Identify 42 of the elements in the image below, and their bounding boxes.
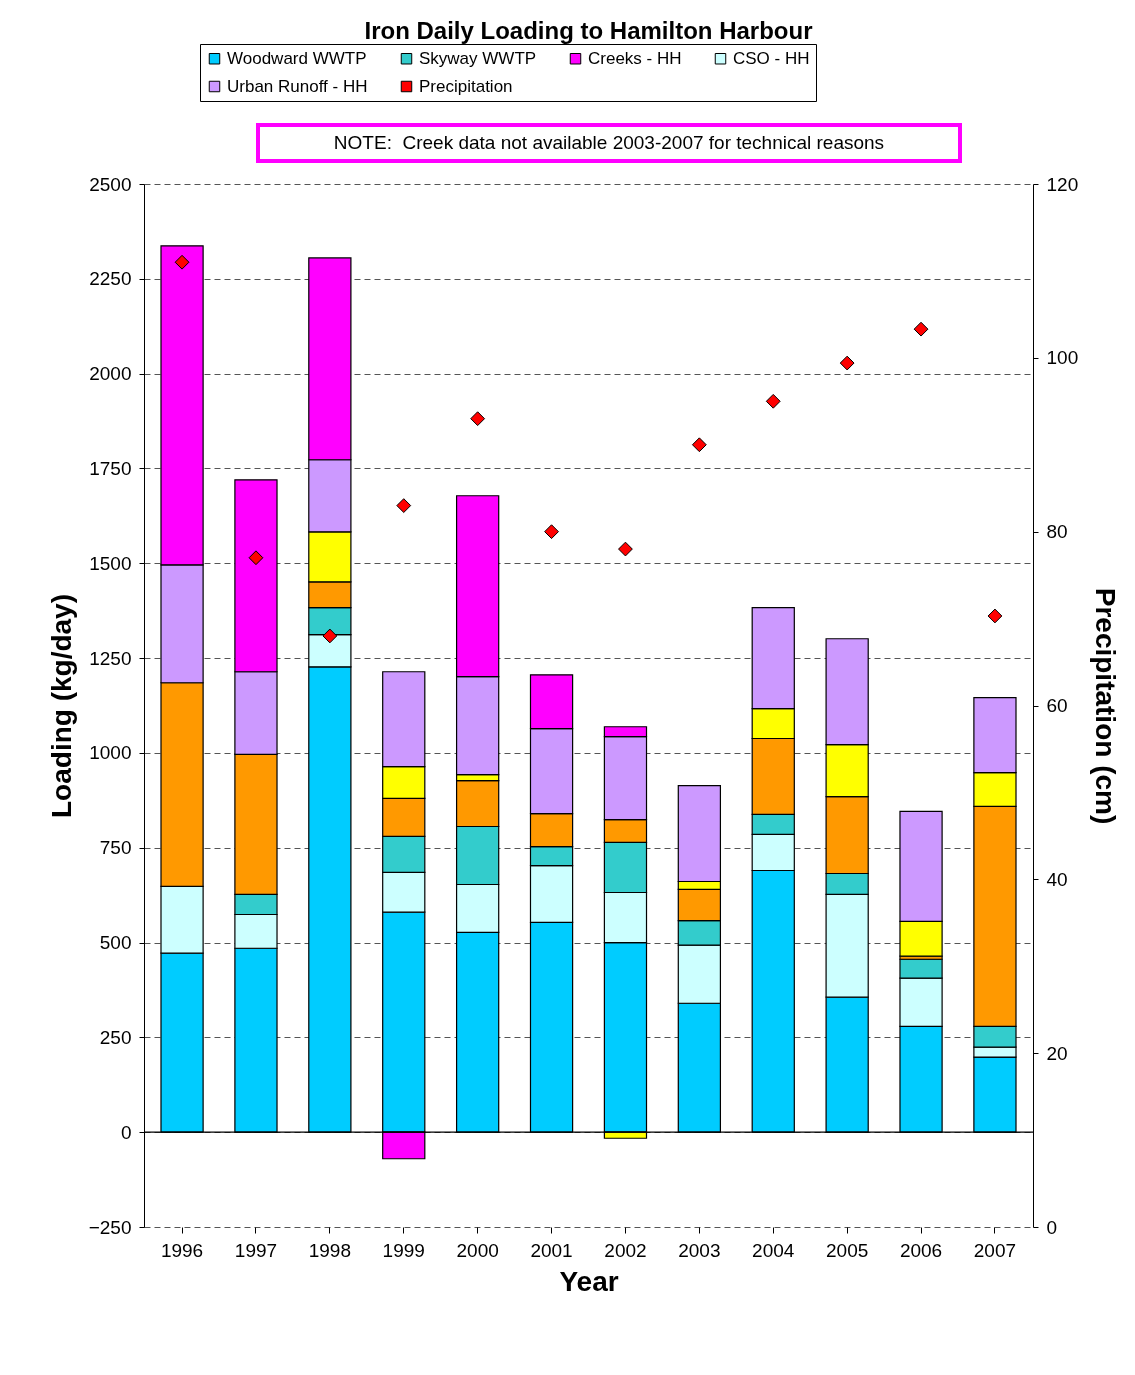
x-tick-label: 2006 [899, 1239, 943, 1261]
legend-label: Woodward WWTP [227, 48, 367, 68]
y-tick-label: 2500 [89, 173, 132, 195]
x-tick-label: 2000 [456, 1239, 499, 1261]
x-tick-label: 1996 [160, 1239, 204, 1261]
x-tick-label: 1997 [234, 1239, 278, 1261]
x-tick-label: 2004 [752, 1239, 795, 1261]
y-tick-label: 1000 [89, 742, 132, 764]
legend-label: Creeks - HH [588, 48, 682, 68]
y-tick-label: 1750 [89, 457, 132, 479]
x-tick-label: 1998 [308, 1239, 351, 1261]
legend-label: Precipitation [419, 76, 513, 96]
x-tick-label: 2002 [604, 1239, 647, 1261]
y-tick-label: 2250 [89, 268, 132, 290]
y-tick-label: 2000 [89, 363, 132, 385]
y2-tick-label: 40 [1046, 868, 1068, 890]
legend-label: Skyway WWTP [419, 48, 537, 68]
x-tick-label: 2003 [678, 1239, 721, 1261]
y-tick-label: 0 [120, 1121, 132, 1143]
y2-tick-label: 0 [1046, 1216, 1058, 1238]
note-box: NOTE: Creek data not available 2003-2007 for technical reasons [256, 123, 962, 163]
legend-label: CSO - HH [733, 48, 810, 68]
legend-label: Urban Runoff - HH [227, 76, 368, 96]
x-tick-label: 2001 [530, 1239, 573, 1261]
y-tick-label: 250 [99, 1026, 132, 1048]
y-tick-label: 750 [99, 837, 132, 859]
chart-title: Iron Daily Loading to Hamilton Harbour [364, 16, 813, 44]
y2-tick-label: 120 [1046, 173, 1079, 195]
y2-tick-label: 80 [1046, 521, 1068, 543]
x-tick-label: 2007 [973, 1239, 1017, 1261]
x-tick-label: 2005 [826, 1239, 869, 1261]
x-tick-label: 1999 [382, 1239, 425, 1261]
y2-axis-title: Precipitation (cm) [1090, 587, 1122, 825]
y-tick-label: −250 [88, 1216, 132, 1238]
y2-tick-label: 60 [1046, 695, 1068, 716]
y2-tick-label: 20 [1046, 1042, 1068, 1064]
y-axis-title: Loading (kg/day) [45, 594, 77, 818]
y-tick-label: 1250 [89, 647, 132, 669]
y-tick-label: 500 [99, 932, 132, 954]
y-tick-label: 1500 [89, 552, 132, 574]
x-axis-title: Year [559, 1265, 619, 1297]
y2-tick-label: 100 [1046, 347, 1079, 369]
